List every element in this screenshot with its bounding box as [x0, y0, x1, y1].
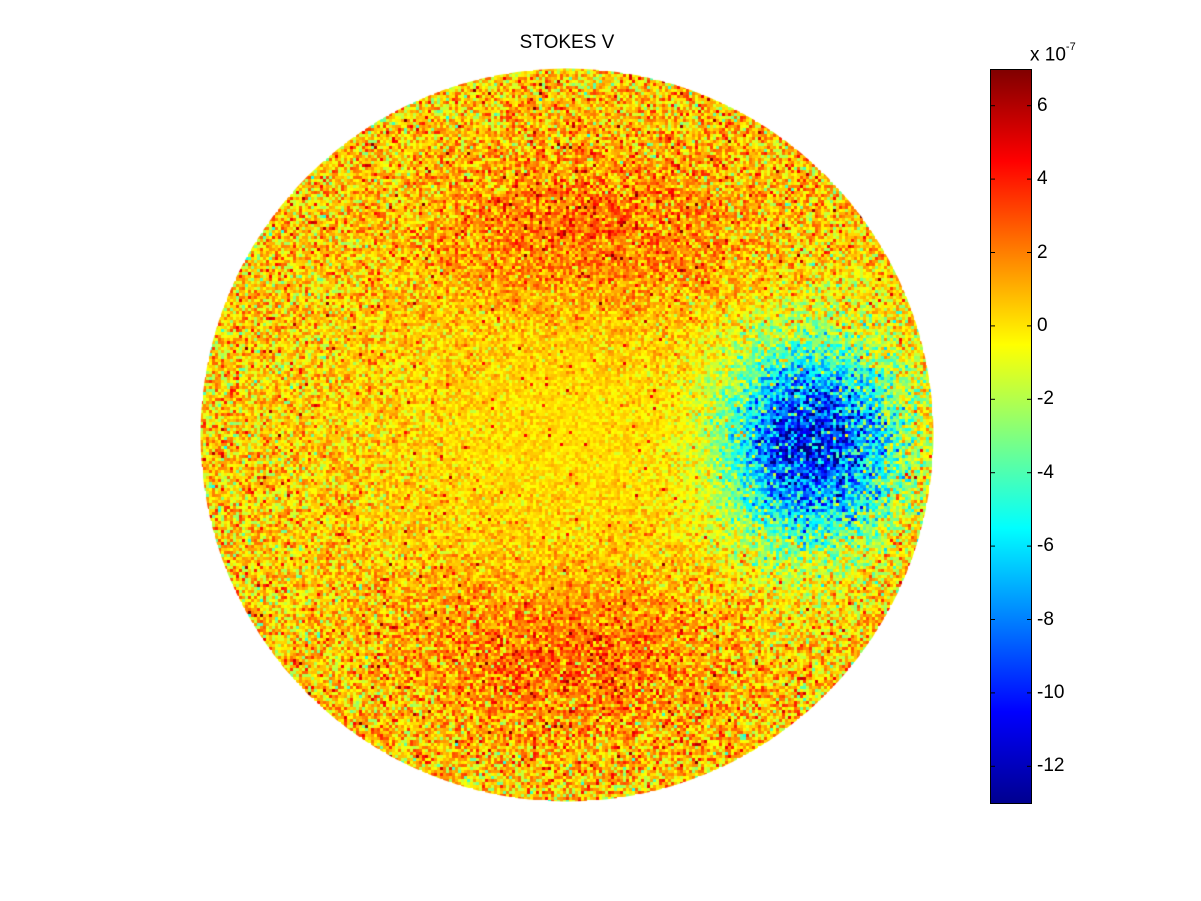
chart-title: STOKES V [519, 32, 615, 53]
colorbar-tick-label: 0 [1037, 314, 1048, 336]
colorbar-tick-label: 2 [1037, 241, 1048, 263]
colorbar-tick-label: 6 [1037, 94, 1048, 116]
colorbar-tick-label: -8 [1037, 608, 1054, 630]
colorbar-multiplier: x 10-7 [1030, 41, 1076, 66]
colorbar [990, 69, 1032, 804]
stokes-v-heatmap [200, 68, 934, 802]
colorbar-tick-marks [990, 105, 1032, 767]
colorbar-gradient [990, 69, 1032, 804]
colorbar-tick-label: -12 [1037, 755, 1065, 777]
colorbar-tick-label: -10 [1037, 681, 1065, 703]
colorbar-tick-label: -2 [1037, 388, 1054, 410]
colorbar-tick-label: 4 [1037, 168, 1048, 190]
colorbar-tick-label: -4 [1037, 461, 1054, 483]
colorbar-tick-label: -6 [1037, 535, 1054, 557]
